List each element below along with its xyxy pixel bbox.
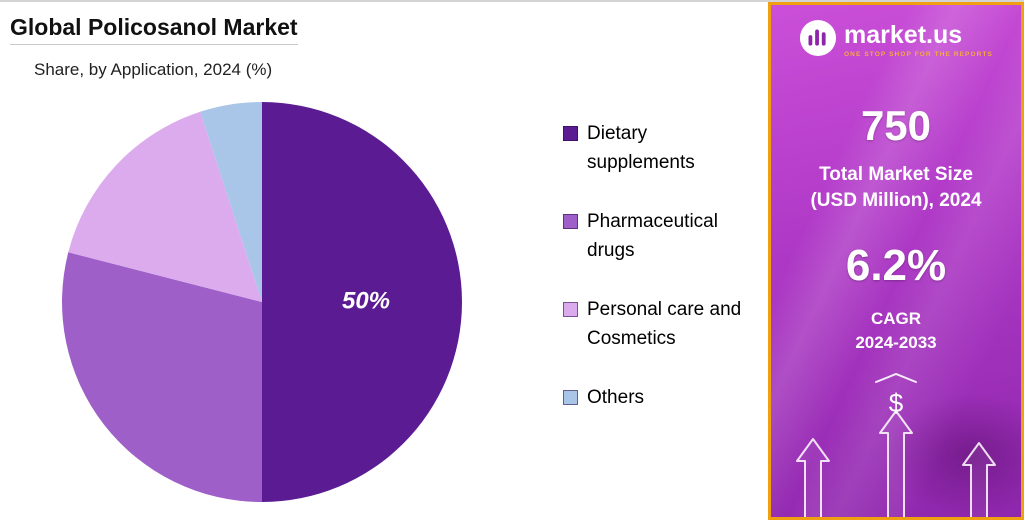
legend-item-0: Dietary supplements	[563, 120, 753, 177]
growth-arrows-icon	[796, 410, 996, 517]
legend-label: Others	[587, 387, 645, 408]
dollar-icon: $	[874, 371, 918, 418]
brand: market.us ONE STOP SHOP FOR THE REPORTS	[799, 19, 993, 62]
legend-label: Personal care and Cosmetics	[587, 299, 742, 349]
brand-logo-icon	[799, 19, 837, 62]
market-size-label-line2: (USD Million), 2024	[810, 189, 982, 211]
legend-item-3: Others	[563, 384, 753, 413]
pie-slice-value-label: 50%	[342, 287, 390, 314]
legend-label: Pharmaceutical drugs	[587, 211, 718, 261]
legend-swatch-icon	[563, 302, 578, 317]
legend-label: Dietary supplements	[587, 123, 695, 173]
pie-slice-3	[200, 102, 262, 302]
cagr-label: CAGR 2024-2033	[855, 307, 936, 355]
legend-item-1: Pharmaceutical drugs	[563, 208, 753, 265]
legend-swatch-icon	[563, 390, 578, 405]
pie-slice-0	[262, 102, 462, 502]
cagr-label-line1: CAGR	[870, 309, 922, 329]
page-subtitle: Share, by Application, 2024 (%)	[34, 60, 273, 79]
pie-slice-1	[62, 252, 262, 502]
legend-swatch-icon	[563, 214, 578, 229]
pie-chart: 50%	[62, 102, 462, 502]
dollar-symbol: $	[888, 387, 904, 418]
page-title: Global Policosanol Market	[10, 14, 298, 45]
brand-tagline: ONE STOP SHOP FOR THE REPORTS	[844, 51, 993, 58]
pie-slice-2	[68, 111, 262, 302]
cagr-label-line2: 2024-2033	[855, 333, 937, 353]
cagr-value: 6.2%	[845, 241, 947, 291]
brand-text: market.us ONE STOP SHOP FOR THE REPORTS	[844, 21, 993, 59]
market-size-label: Total Market Size (USD Million), 2024	[810, 162, 981, 213]
chart-area: Global Policosanol Market Share, by Appl…	[0, 2, 768, 520]
brand-name: market.us	[844, 21, 963, 49]
sidebar-panel: market.us ONE STOP SHOP FOR THE REPORTS …	[768, 2, 1024, 520]
market-size-value: 750	[860, 102, 932, 149]
market-size-label-line1: Total Market Size	[819, 164, 973, 185]
legend-item-2: Personal care and Cosmetics	[563, 296, 753, 353]
legend-swatch-icon	[563, 126, 578, 141]
chart-legend: Dietary supplements Pharmaceutical drugs P…	[563, 120, 753, 444]
